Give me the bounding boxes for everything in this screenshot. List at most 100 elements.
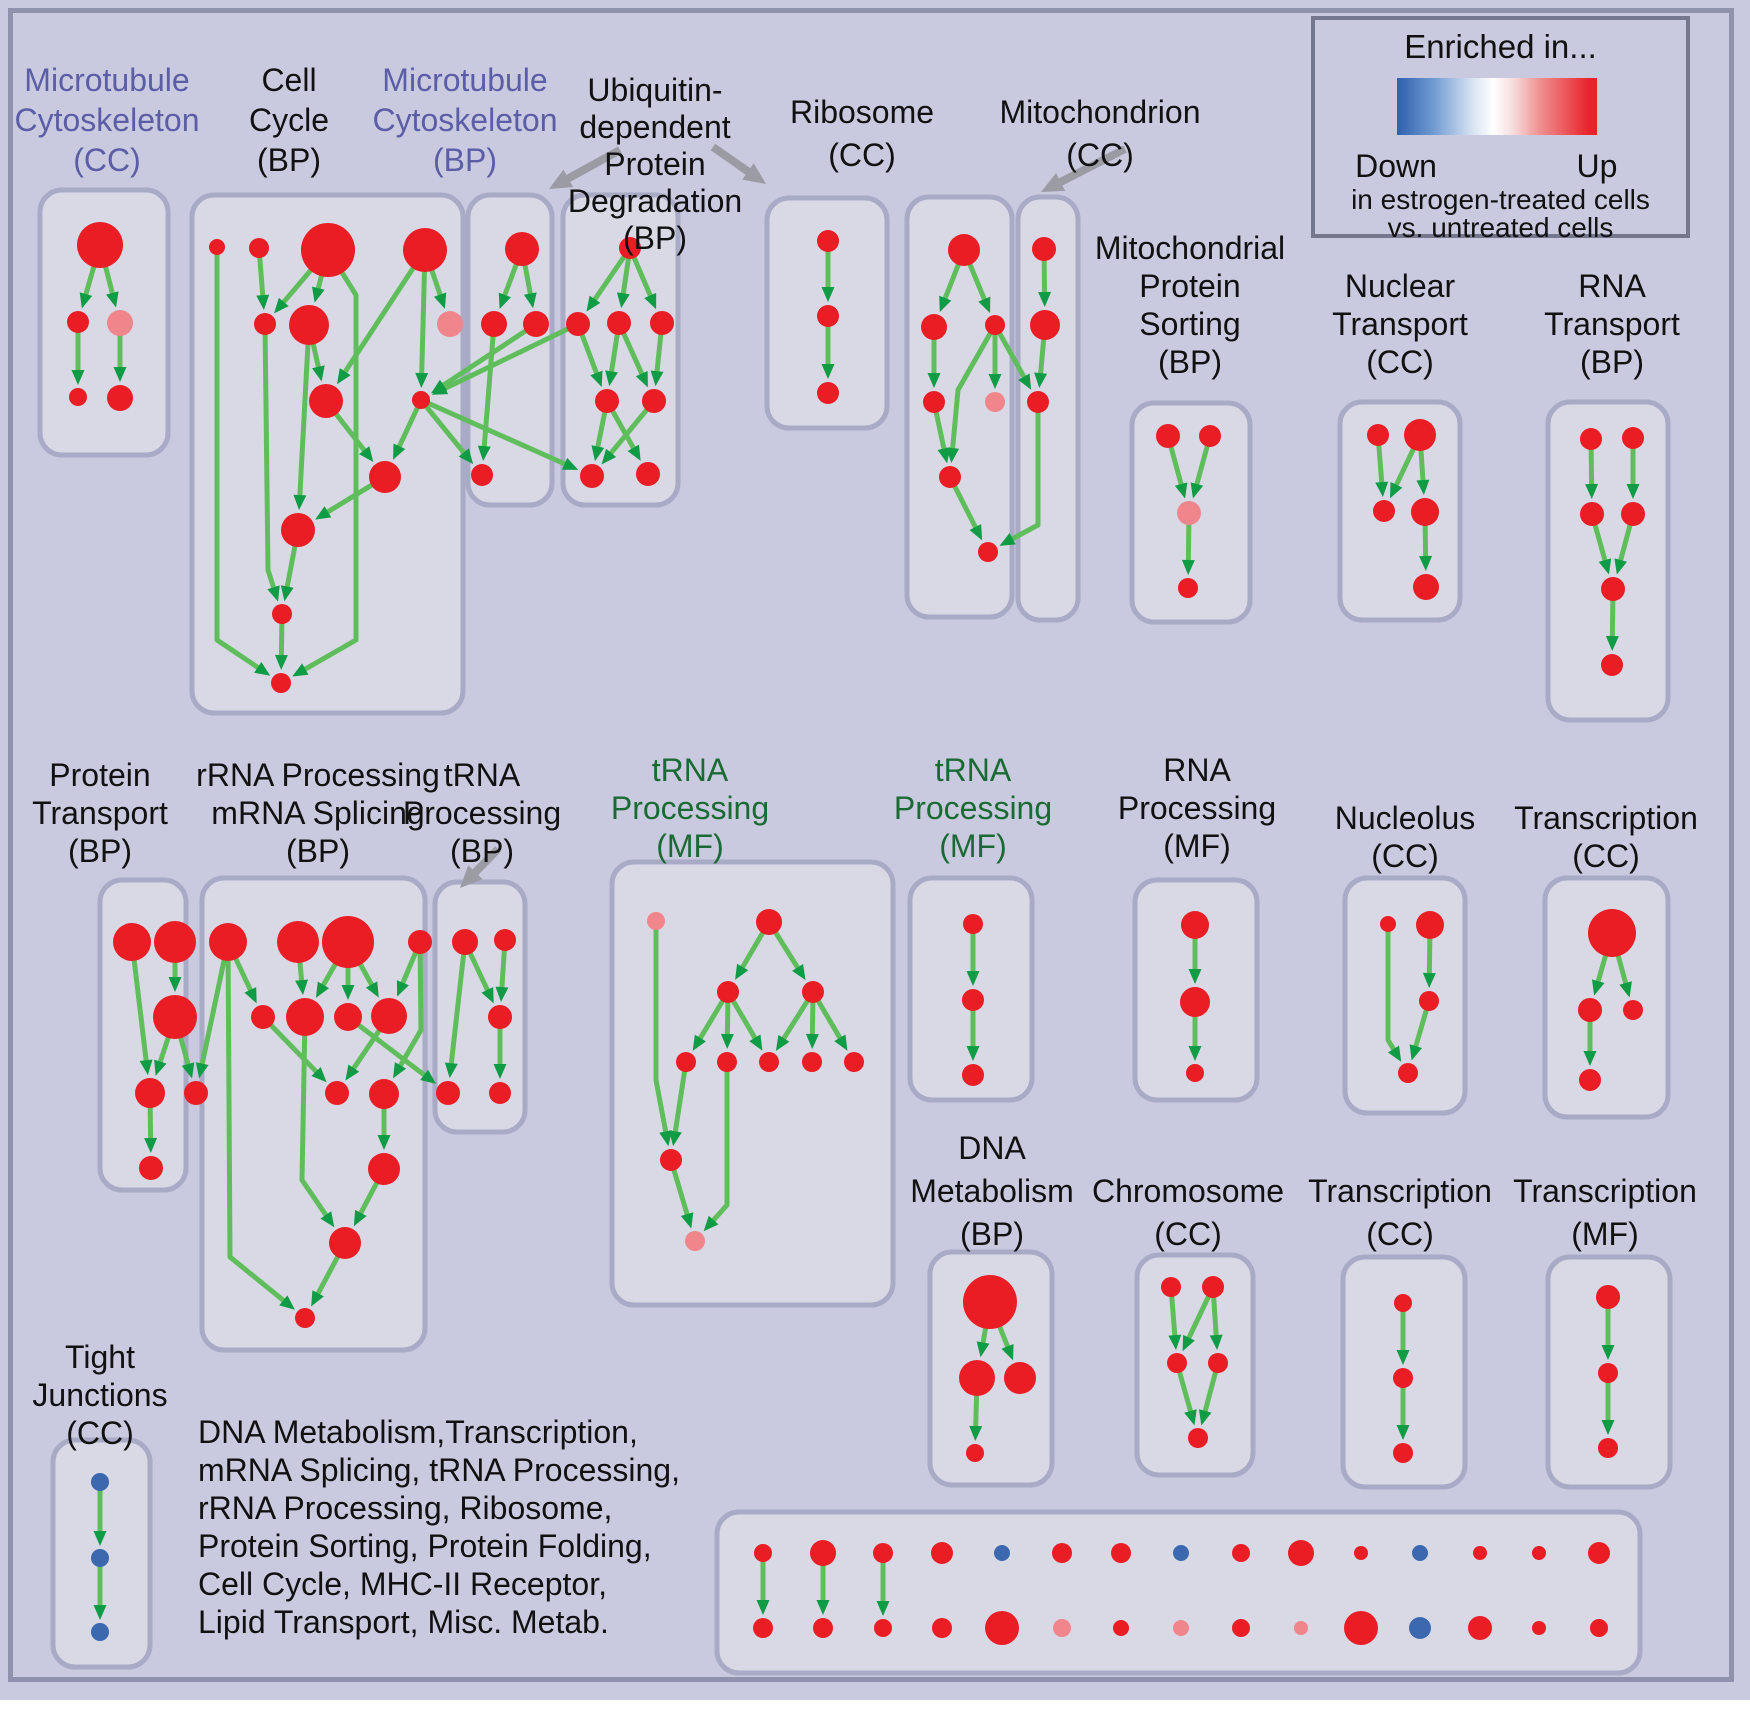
node	[994, 1545, 1010, 1561]
node	[619, 237, 641, 259]
node	[985, 315, 1005, 335]
edge-arrowhead	[601, 448, 617, 465]
group-label-rrna-mrna: mRNA Splicing	[211, 795, 424, 831]
group-label-chromosome: Chromosome	[1092, 1173, 1284, 1209]
group-label-nucleolus: Nucleolus	[1335, 800, 1476, 836]
node	[369, 1079, 399, 1109]
group-label-transcription-cc-1: Transcription	[1514, 800, 1698, 836]
edge-arrowhead	[1375, 481, 1389, 498]
node	[1532, 1621, 1546, 1635]
edge-arrowhead	[244, 987, 257, 1004]
node	[717, 981, 739, 1003]
node	[717, 1052, 737, 1072]
node	[1380, 916, 1396, 932]
edge-arrowhead	[353, 1209, 367, 1227]
edge-arrowhead	[393, 443, 406, 460]
node	[1621, 502, 1645, 526]
group-label-nuclear-transport: Transport	[1332, 306, 1468, 342]
node	[1590, 1619, 1608, 1637]
edge-arrowhead	[315, 981, 330, 998]
node	[660, 1149, 682, 1171]
node	[810, 1540, 836, 1566]
group-label-rrna-mrna: (BP)	[286, 833, 350, 869]
edge-arrowhead	[420, 1069, 437, 1084]
edge-arrowhead	[792, 963, 806, 981]
node	[249, 238, 269, 258]
group-label-ubiquitin: Degradation	[568, 183, 742, 219]
group-label-nucleolus: (CC)	[1371, 838, 1439, 874]
node	[1167, 1353, 1187, 1373]
node	[802, 981, 824, 1003]
node	[436, 1081, 460, 1105]
node	[962, 989, 984, 1011]
node	[959, 1360, 995, 1396]
edge-arrowhead	[999, 532, 1016, 546]
group-label-tight-junctions: (CC)	[66, 1415, 134, 1451]
edge-arrowhead	[821, 364, 835, 379]
edge-line	[261, 1015, 320, 1075]
node	[325, 1081, 349, 1105]
node	[488, 1005, 512, 1029]
edge-arrowhead	[692, 1034, 706, 1051]
group-label-ribosome: (CC)	[828, 137, 896, 173]
node	[985, 392, 1005, 412]
node	[1580, 502, 1604, 526]
node	[1178, 578, 1198, 598]
group-label-tight-junctions: Junctions	[32, 1377, 167, 1413]
edge-arrowhead	[312, 286, 325, 303]
node	[939, 466, 961, 488]
group-label-ubiquitin: (BP)	[623, 220, 687, 256]
edge-arrowhead	[295, 979, 309, 996]
group-box-nuclear-transport	[1337, 399, 1463, 623]
node	[1027, 391, 1049, 413]
legend-title: Enriched in...	[1404, 28, 1597, 65]
edge-arrowhead	[181, 1062, 195, 1079]
node	[1373, 500, 1395, 522]
group-label-trna-bp: Processing	[403, 795, 561, 831]
edge-arrowhead	[254, 661, 271, 676]
edge-line	[448, 941, 468, 1066]
group-label-microtubule-cc: Microtubule	[24, 62, 189, 98]
node	[1468, 1616, 1492, 1640]
edge-arrowhead	[775, 1034, 790, 1051]
node	[676, 1052, 696, 1072]
edge-arrowhead	[1409, 1044, 1423, 1061]
edge-arrowhead	[1188, 1046, 1202, 1061]
node	[1053, 1619, 1071, 1637]
edge-arrowhead	[523, 292, 537, 309]
group-label-mito-protein-sorting: Protein	[1139, 268, 1240, 304]
node	[322, 916, 374, 968]
node	[1199, 425, 1221, 447]
node	[1601, 654, 1623, 676]
node	[523, 311, 549, 337]
edge-arrowhead	[1416, 479, 1430, 496]
node	[1186, 1064, 1204, 1082]
edge-arrowhead	[876, 1601, 890, 1616]
group-label-nuclear-transport: Nuclear	[1345, 268, 1456, 304]
edge-arrowhead	[93, 1531, 107, 1546]
legend-box: Enriched in... Down Up in estrogen-treat…	[1311, 16, 1690, 243]
group-label-misc-list: mRNA Splicing, tRNA Processing,	[198, 1452, 680, 1488]
node	[1208, 1353, 1228, 1373]
edge-arrowhead	[549, 169, 574, 189]
node	[1419, 991, 1439, 1011]
edge-line	[471, 846, 501, 877]
group-label-microtubule-bp: Microtubule	[382, 62, 547, 98]
edge-arrowhead	[1389, 482, 1403, 499]
node	[1030, 310, 1060, 340]
edge-line	[992, 323, 1028, 380]
node	[1113, 1620, 1129, 1636]
group-label-ubiquitin: dependent	[579, 109, 730, 145]
edge-arrowhead	[969, 1425, 983, 1442]
node	[756, 909, 782, 935]
group-box-rrna-mrna	[199, 875, 428, 1353]
edge-arrowhead	[703, 1215, 719, 1232]
node	[471, 464, 493, 486]
edge-arrowhead	[978, 296, 991, 313]
edge-arrowhead	[1034, 372, 1048, 389]
node	[334, 1003, 362, 1031]
group-box-chromosome	[1134, 1252, 1256, 1478]
edge-arrowhead	[1198, 1409, 1212, 1426]
group-label-trna-bp: (BP)	[450, 833, 514, 869]
edge-arrowhead	[650, 370, 664, 387]
